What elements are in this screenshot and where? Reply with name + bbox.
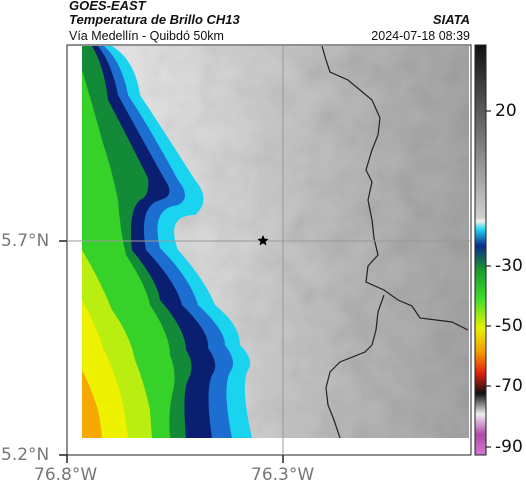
product-title: Temperatura de Brillo CH13: [69, 12, 240, 27]
border-line-south: [325, 294, 385, 438]
satellite-image: [82, 46, 469, 438]
y-tick-label: 5.7°N: [1, 231, 50, 251]
y-tick-label: 5.2°N: [1, 445, 50, 465]
organization-label: SIATA: [432, 12, 470, 27]
colorbar: [474, 44, 487, 456]
colorbar-label: -30: [495, 256, 523, 276]
x-tick-label: 76.3°W: [251, 465, 315, 485]
colorbar-label: 20: [495, 101, 517, 121]
colorbar-label: -70: [495, 376, 523, 396]
route-label: Vía Medellín - Quibdó 50km: [69, 29, 224, 43]
x-tick-label: 76.8°W: [34, 465, 98, 485]
star-icon: [257, 235, 269, 246]
timestamp-label: 2024-07-18 08:39: [371, 29, 470, 43]
border-line-east: [321, 46, 469, 331]
satellite-title: GOES-EAST: [69, 0, 146, 13]
colorbar-label: -90: [495, 437, 523, 457]
colorbar-label: -50: [495, 316, 523, 336]
